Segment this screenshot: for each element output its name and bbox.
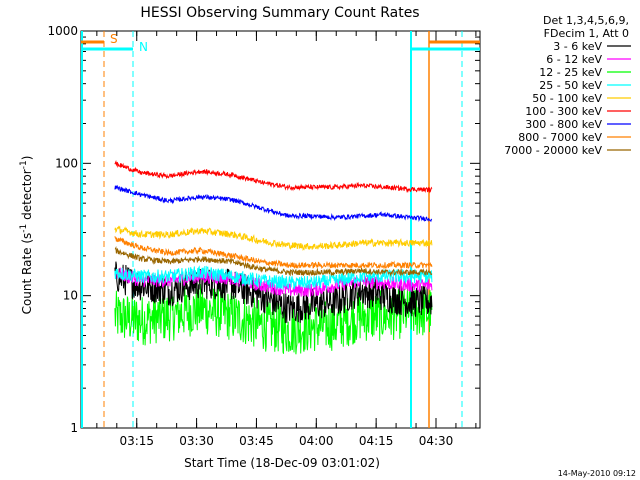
x-axis-title: Start Time (18-Dec-09 03:01:02)	[184, 456, 380, 470]
legend-header-line: Det 1,3,4,5,6,9,	[543, 14, 629, 27]
legend-entry-label: 3 - 6 keV	[553, 40, 602, 53]
legend-entry-label: 300 - 800 keV	[525, 118, 602, 131]
x-tick-label: 04:00	[299, 434, 334, 448]
series-line-100-300keV	[114, 160, 433, 194]
legend-entry-label: 12 - 25 keV	[539, 66, 602, 79]
legend-header-line: FDecim 1, Att 0	[544, 27, 629, 40]
plot-area: 1 10 100 1000 03:15 03:30 03:45 04:00 04:15 04:30…	[47, 24, 481, 448]
y-axis-title: Count Rate (s-1 detector-1)	[19, 156, 34, 315]
night-flag-label: N	[139, 40, 148, 54]
legend-entry-label: 6 - 12 keV	[546, 53, 602, 66]
legend-entry-label: 100 - 300 keV	[525, 105, 602, 118]
x-tick-label: 04:30	[419, 434, 454, 448]
timestamp-stamp: 14-May-2010 09:12	[558, 469, 636, 478]
series-line-25-50keV	[114, 265, 433, 290]
series-line-50-100keV	[114, 225, 433, 251]
series-line-12-25keV	[114, 283, 433, 355]
series-line-300-800keV	[114, 184, 433, 223]
legend-entry-label: 25 - 50 keV	[539, 79, 602, 92]
x-tick-label: 03:45	[239, 434, 274, 448]
legend-entry-label: 50 - 100 keV	[532, 92, 602, 105]
saa-flag-label: S	[110, 32, 118, 46]
plot-frame	[80, 30, 481, 429]
x-tick-label: 03:15	[119, 434, 154, 448]
series-line-800-7000keV	[114, 236, 433, 270]
legend-entry-label: 7000 - 20000 keV	[504, 144, 602, 157]
legend-entry-label: 800 - 7000 keV	[518, 131, 602, 144]
y-tick-label: 100	[55, 156, 78, 170]
chart-title: HESSI Observing Summary Count Rates	[140, 5, 419, 21]
series-line-7000-20000keV	[114, 245, 433, 277]
y-tick-label: 10	[63, 289, 78, 303]
y-tick-label: 1000	[47, 24, 78, 38]
x-tick-label: 03:30	[179, 434, 214, 448]
x-tick-label: 04:15	[359, 434, 394, 448]
y-axis-label: Count Rate (s-1 detector-1)	[19, 156, 34, 315]
legend: Det 1,3,4,5,6,9,FDecim 1, Att 03 - 6 keV…	[504, 14, 631, 157]
y-tick-label: 1	[70, 421, 78, 435]
